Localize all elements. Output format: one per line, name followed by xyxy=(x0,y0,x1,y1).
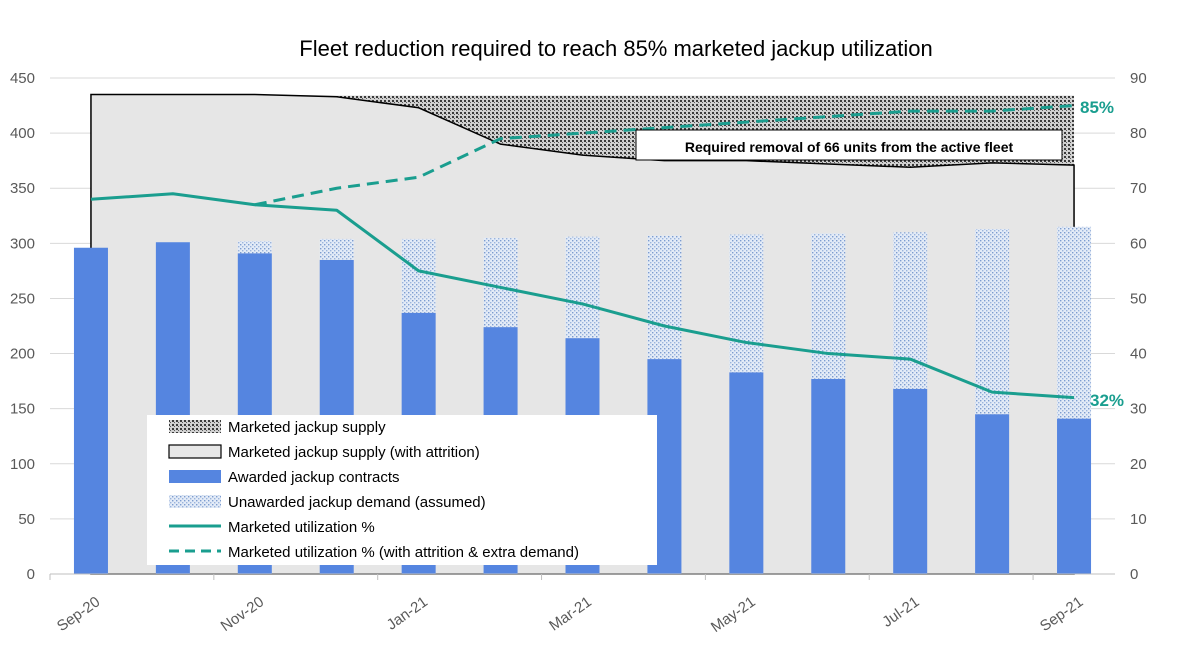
bar-unawarded xyxy=(647,235,682,360)
bar-awarded xyxy=(729,372,764,574)
y-right-tick-label: 20 xyxy=(1130,456,1147,473)
y-left-tick-label: 300 xyxy=(10,235,35,252)
legend-item-awarded: Awarded jackup contracts xyxy=(169,469,399,486)
legend-label-unawarded: Unawarded jackup demand (assumed) xyxy=(228,494,486,511)
bar-awarded xyxy=(1057,418,1092,574)
legend-label-utilization: Marketed utilization % xyxy=(228,519,375,536)
legend-label-awarded: Awarded jackup contracts xyxy=(228,469,399,486)
y-left-tick-label: 150 xyxy=(10,401,35,418)
x-tick-label: May-21 xyxy=(708,593,759,636)
y-left-tick-label: 350 xyxy=(10,180,35,197)
line-marketed-utilization-attrition xyxy=(254,104,1075,207)
legend-label-utilization-attrition: Marketed utilization % (with attrition &… xyxy=(228,544,579,561)
y-left-tick-label: 400 xyxy=(10,125,35,142)
x-tick-label: Jul-21 xyxy=(879,593,922,630)
bar-unawarded xyxy=(565,236,600,339)
lines-group xyxy=(90,104,1075,400)
y-left-tick-label: 250 xyxy=(10,290,35,307)
bar-unawarded xyxy=(483,237,518,328)
y-right-tick-label: 50 xyxy=(1130,290,1147,307)
legend-item-utilization: Marketed utilization % xyxy=(169,519,375,536)
y-right-tick-label: 40 xyxy=(1130,346,1147,363)
y-left-tick-label: 0 xyxy=(27,566,35,583)
removal-annotation-box xyxy=(635,129,1063,161)
legend-item-utilization-attrition: Marketed utilization % (with attrition &… xyxy=(169,544,579,561)
y-left-tick-label: 200 xyxy=(10,346,35,363)
removal-annotation-text: Required removal of 66 units from the ac… xyxy=(685,139,1014,155)
x-tick-label: Jan-21 xyxy=(384,593,431,633)
bar-unawarded xyxy=(729,234,764,373)
legend-item-supply: Marketed jackup supply xyxy=(169,419,386,436)
bar-awarded xyxy=(811,378,846,574)
y-right-tick-label: 60 xyxy=(1130,235,1147,252)
legend: Marketed jackup supply Marketed jackup s… xyxy=(147,415,657,565)
legend-swatch-awarded xyxy=(169,470,221,483)
bar-awarded xyxy=(975,414,1010,574)
bar-unawarded xyxy=(975,229,1010,415)
x-tick-label: Sep-20 xyxy=(54,593,103,635)
y-left-tick-label: 50 xyxy=(18,511,35,528)
bar-unawarded xyxy=(1057,226,1092,419)
x-tick-label: Sep-21 xyxy=(1037,593,1086,635)
bar-unawarded xyxy=(319,238,354,260)
bar-unawarded xyxy=(237,241,272,254)
bar-unawarded xyxy=(401,238,436,313)
legend-swatch-attrition xyxy=(168,444,222,459)
y-left-tick-label: 450 xyxy=(10,70,35,87)
bars-group xyxy=(73,226,1092,574)
legend-box xyxy=(147,415,657,565)
legend-label-attrition: Marketed jackup supply (with attrition) xyxy=(228,444,480,461)
legend-swatch-unawarded xyxy=(169,495,221,508)
x-tick-label: Mar-21 xyxy=(546,593,595,634)
end-label-32: 32% xyxy=(1090,391,1124,410)
y-right-tick-label: 30 xyxy=(1130,401,1147,418)
legend-item-unawarded: Unawarded jackup demand (assumed) xyxy=(169,494,486,511)
bar-unawarded xyxy=(811,233,846,379)
y-right-tick-label: 70 xyxy=(1130,180,1147,197)
y-right-tick-label: 0 xyxy=(1130,566,1138,583)
bar-awarded xyxy=(73,247,108,574)
y-right-tick-label: 10 xyxy=(1130,511,1147,528)
legend-label-supply: Marketed jackup supply xyxy=(228,419,386,436)
legend-swatch-supply xyxy=(169,420,221,433)
y-right-tick-label: 90 xyxy=(1130,70,1147,87)
bar-awarded xyxy=(893,388,928,574)
chart-title: Fleet reduction required to reach 85% ma… xyxy=(299,36,932,61)
y-left-tick-label: 100 xyxy=(10,456,35,473)
end-label-85: 85% xyxy=(1080,98,1114,117)
x-tick-label: Nov-20 xyxy=(218,593,267,635)
y-right-tick-label: 80 xyxy=(1130,125,1147,142)
removal-annotation: Required removal of 66 units from the ac… xyxy=(635,129,1063,161)
legend-item-attrition: Marketed jackup supply (with attrition) xyxy=(168,444,480,461)
